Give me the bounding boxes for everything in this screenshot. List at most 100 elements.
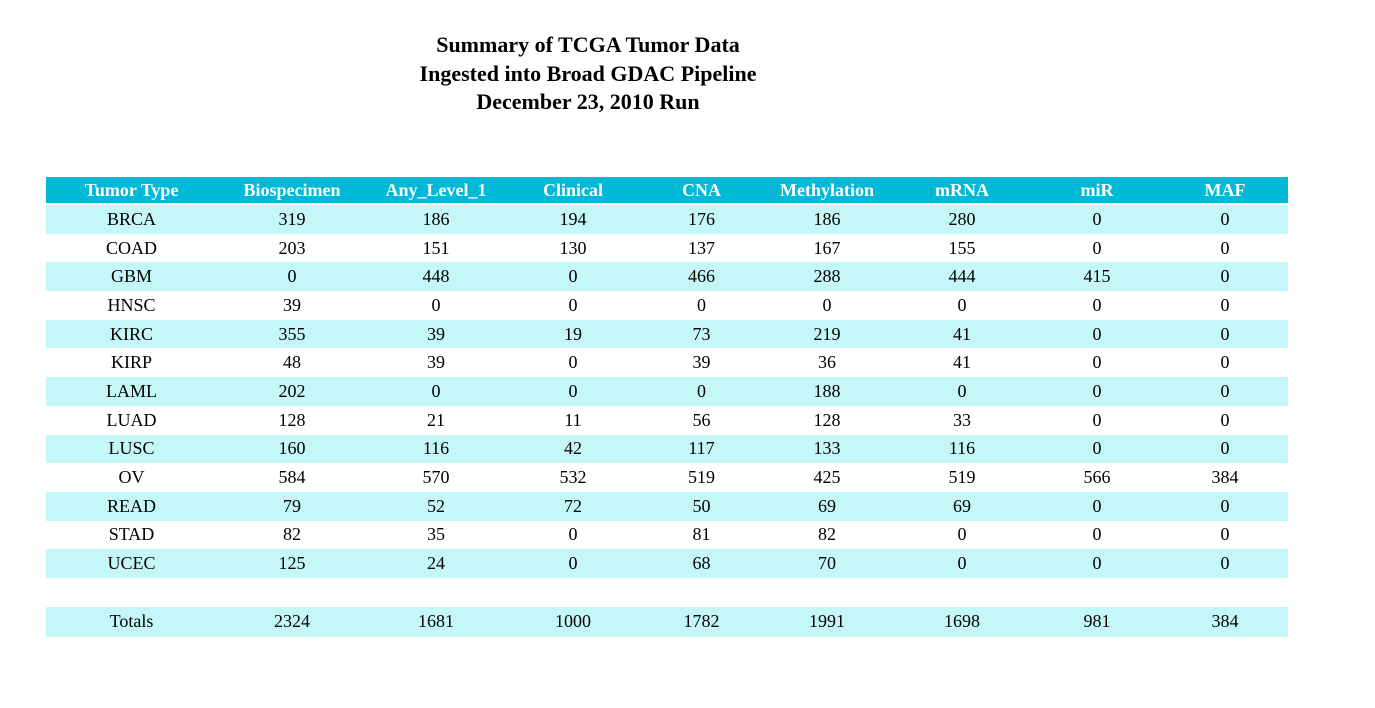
data-cell: 0: [505, 348, 641, 378]
data-cell: 0: [1162, 377, 1288, 406]
tumor-type-cell: HNSC: [46, 291, 217, 320]
data-cell: 56: [641, 405, 762, 435]
totals-cell: 1698: [892, 606, 1032, 637]
totals-cell: 384: [1162, 606, 1288, 637]
data-cell: 0: [1162, 204, 1288, 234]
spacer-row: [46, 577, 1288, 607]
data-cell: 0: [505, 377, 641, 406]
data-cell: 116: [892, 434, 1032, 464]
data-cell: 0: [505, 291, 641, 320]
column-header-5: Methylation: [762, 177, 892, 205]
table-row: OV 584 570 532 519 425 519 566 384: [46, 463, 1288, 492]
tumor-type-cell: LUSC: [46, 434, 217, 464]
totals-cell: 1782: [641, 606, 762, 637]
data-cell: 128: [217, 405, 367, 435]
data-cell: 68: [641, 549, 762, 578]
data-cell: 24: [367, 549, 505, 578]
column-header-0: Tumor Type: [46, 177, 217, 205]
tumor-type-cell: KIRC: [46, 319, 217, 349]
data-cell: 194: [505, 204, 641, 234]
table-header-row: Tumor Type Biospecimen Any_Level_1 Clinical…: [46, 177, 1288, 205]
data-cell: 0: [1162, 549, 1288, 578]
data-cell: 42: [505, 434, 641, 464]
data-cell: 0: [367, 377, 505, 406]
data-cell: 0: [217, 262, 367, 292]
data-cell: 566: [1032, 463, 1162, 492]
data-cell: 39: [367, 348, 505, 378]
data-cell: 39: [641, 348, 762, 378]
data-cell: 0: [892, 520, 1032, 550]
tumor-type-cell: OV: [46, 463, 217, 492]
tumor-type-cell: KIRP: [46, 348, 217, 378]
tumor-type-cell: UCEC: [46, 549, 217, 578]
data-cell: 41: [892, 348, 1032, 378]
data-cell: 0: [1032, 291, 1162, 320]
table-row: READ 79 52 72 50 69 69 0 0: [46, 491, 1288, 521]
data-cell: 415: [1032, 262, 1162, 292]
data-cell: 0: [1032, 377, 1162, 406]
data-cell: 0: [641, 377, 762, 406]
data-cell: 21: [367, 405, 505, 435]
data-cell: 425: [762, 463, 892, 492]
data-cell: 0: [1032, 549, 1162, 578]
data-cell: 33: [892, 405, 1032, 435]
data-cell: 39: [217, 291, 367, 320]
data-cell: 0: [1032, 405, 1162, 435]
data-cell: 35: [367, 520, 505, 550]
data-cell: 0: [505, 549, 641, 578]
data-cell: 0: [1032, 348, 1162, 378]
data-cell: 0: [762, 291, 892, 320]
data-cell: 570: [367, 463, 505, 492]
data-cell: 0: [1162, 405, 1288, 435]
page-title-line-1: Summary of TCGA Tumor Data: [436, 32, 740, 57]
data-cell: 188: [762, 377, 892, 406]
data-cell: 448: [367, 262, 505, 292]
totals-label: Totals: [46, 606, 217, 637]
totals-cell: 2324: [217, 606, 367, 637]
spacer-cell: [46, 577, 1288, 607]
data-cell: 0: [1162, 348, 1288, 378]
data-cell: 72: [505, 491, 641, 521]
tumor-type-cell: STAD: [46, 520, 217, 550]
data-cell: 0: [505, 520, 641, 550]
tcga-summary-table: Tumor Type Biospecimen Any_Level_1 Clinical…: [46, 177, 1288, 637]
column-header-1: Biospecimen: [217, 177, 367, 205]
data-cell: 69: [762, 491, 892, 521]
data-cell: 384: [1162, 463, 1288, 492]
data-cell: 466: [641, 262, 762, 292]
table-row: KIRP 48 39 0 39 36 41 0 0: [46, 348, 1288, 378]
data-cell: 125: [217, 549, 367, 578]
data-cell: 19: [505, 319, 641, 349]
data-cell: 0: [505, 262, 641, 292]
table-row: STAD 82 35 0 81 82 0 0 0: [46, 520, 1288, 550]
data-cell: 0: [1032, 491, 1162, 521]
data-cell: 41: [892, 319, 1032, 349]
data-cell: 151: [367, 233, 505, 263]
data-cell: 160: [217, 434, 367, 464]
data-cell: 519: [641, 463, 762, 492]
data-cell: 130: [505, 233, 641, 263]
table-body: BRCA 319 186 194 176 186 280 0 0 COAD 203 151 130 137…: [46, 204, 1288, 637]
data-cell: 0: [1162, 434, 1288, 464]
data-cell: 52: [367, 491, 505, 521]
data-cell: 70: [762, 549, 892, 578]
data-cell: 219: [762, 319, 892, 349]
data-cell: 0: [1032, 319, 1162, 349]
table-row: UCEC 125 24 0 68 70 0 0 0: [46, 549, 1288, 578]
data-cell: 0: [1032, 233, 1162, 263]
data-cell: 82: [762, 520, 892, 550]
table-row: GBM 0 448 0 466 288 444 415 0: [46, 262, 1288, 292]
data-cell: 203: [217, 233, 367, 263]
data-cell: 186: [367, 204, 505, 234]
page-title: Summary of TCGA Tumor Data Ingested into…: [0, 31, 1176, 117]
data-cell: 0: [892, 291, 1032, 320]
table-row: KIRC 355 39 19 73 219 41 0 0: [46, 319, 1288, 349]
data-cell: 79: [217, 491, 367, 521]
data-cell: 0: [1162, 262, 1288, 292]
totals-row: Totals 2324 1681 1000 1782 1991 1698 981 384: [46, 606, 1288, 637]
tumor-type-cell: READ: [46, 491, 217, 521]
data-cell: 280: [892, 204, 1032, 234]
tumor-type-cell: BRCA: [46, 204, 217, 234]
data-cell: 0: [367, 291, 505, 320]
data-cell: 11: [505, 405, 641, 435]
